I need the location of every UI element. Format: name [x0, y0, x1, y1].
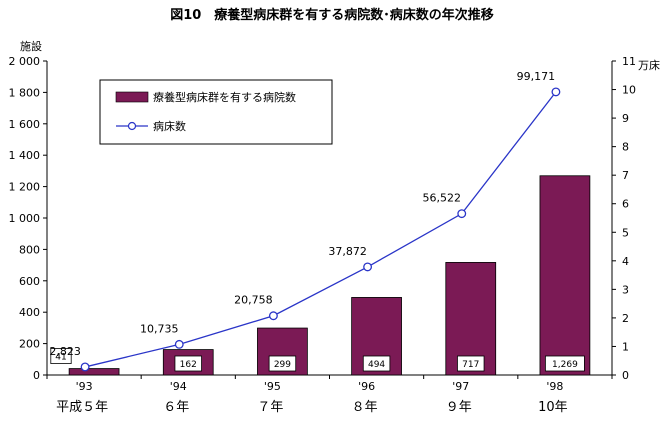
bar	[539, 175, 591, 376]
bar-value-label: 1,269	[552, 360, 578, 370]
bar-value-box	[174, 355, 202, 372]
bar-value-label: 717	[462, 360, 479, 370]
x-tick-label-western: '98	[546, 380, 563, 393]
right-tick-label: 8	[622, 141, 629, 154]
right-tick-label: 7	[622, 169, 629, 182]
bar-value-label: 299	[274, 360, 291, 370]
right-tick-label: 2	[622, 312, 629, 325]
bar-value-box	[268, 355, 297, 372]
left-tick-label: 1 600	[9, 118, 41, 131]
left-tick-label: 1 800	[9, 86, 41, 99]
left-tick-label: 1 200	[9, 181, 41, 194]
line-point	[80, 362, 90, 372]
legend-frame	[99, 79, 333, 145]
bar-value-box	[362, 355, 391, 372]
bar-value-box	[545, 355, 585, 372]
bar	[68, 368, 120, 376]
bar-value-label: 162	[180, 360, 197, 370]
line-point	[363, 262, 373, 272]
x-tick-label-western: '95	[264, 380, 281, 393]
right-tick-label: 11	[622, 55, 636, 68]
legend-line-marker	[127, 121, 137, 131]
right-axis-unit-label: 万床	[638, 58, 660, 72]
left-tick-label: 800	[19, 243, 40, 256]
x-tick-label-western: '94	[170, 380, 187, 393]
x-tick-label-japanese: ７年	[257, 400, 283, 415]
line-layer: 2,823 10,735 20,758 37,872 56,522 99,171	[49, 70, 561, 372]
right-tick-label: 1	[622, 340, 629, 353]
left-tick-label: 1 000	[9, 212, 41, 225]
bar-value-label: 494	[368, 360, 385, 370]
x-tick-label-western: '93	[76, 380, 93, 393]
left-tick-label: 1 400	[9, 149, 41, 162]
bar-value-box	[50, 348, 72, 364]
left-tick-label: 0	[33, 369, 40, 382]
line-value-label: 99,171	[517, 70, 556, 83]
right-tick-label: 4	[622, 255, 629, 268]
right-tick-label: 3	[622, 283, 629, 296]
x-tick-label-japanese: 10年	[538, 400, 568, 415]
bar-value-box	[457, 355, 485, 372]
line-point	[551, 87, 561, 97]
left-tick-label: 600	[19, 275, 40, 288]
left-axis-unit-label: 施設	[20, 39, 42, 53]
line-point	[174, 339, 184, 349]
left-tick-label: 200	[19, 338, 40, 351]
line-value-label: 20,758	[234, 294, 273, 307]
x-tick-label-japanese: ６年	[163, 400, 189, 415]
line-point	[268, 311, 278, 321]
legend: 療養型病床群を有する病院数 病床数	[99, 79, 333, 145]
line-value-label: 56,522	[423, 192, 462, 205]
right-tick-label: 10	[622, 84, 636, 97]
x-tick-label-japanese: 平成５年	[56, 400, 108, 415]
line-point	[457, 209, 467, 219]
right-tick-label: 5	[622, 226, 629, 239]
line-value-label: 37,872	[328, 245, 367, 258]
x-tick-label-japanese: ８年	[352, 400, 378, 415]
right-tick-label: 9	[622, 112, 629, 125]
left-tick-label: 2 000	[9, 55, 41, 68]
legend-bar-label: 療養型病床群を有する病院数	[153, 90, 296, 104]
chart-title: 図10 療養型病床群を有する病院数･病床数の年次推移	[170, 7, 494, 23]
line-series	[84, 91, 557, 368]
line-value-label: 2,823	[49, 345, 81, 358]
x-tick-label-western: '96	[358, 380, 375, 393]
x-tick-label-japanese: ９年	[446, 400, 472, 415]
legend-line-label: 病床数	[153, 119, 186, 133]
axes-layer: 0 200 400 600 800 1 000 1 200 1 400 1 600 1 800 2 …	[9, 55, 637, 415]
bar-value-label: 41	[55, 353, 66, 363]
legend-bar-swatch	[115, 91, 149, 103]
x-tick-label-western: '97	[452, 380, 469, 393]
bars-layer: 41 162 299 494 717 1,269	[50, 175, 591, 376]
line-value-label: 10,735	[140, 322, 179, 335]
right-tick-label: 6	[622, 198, 629, 211]
right-tick-label: 0	[622, 369, 629, 382]
left-tick-label: 400	[19, 306, 40, 319]
